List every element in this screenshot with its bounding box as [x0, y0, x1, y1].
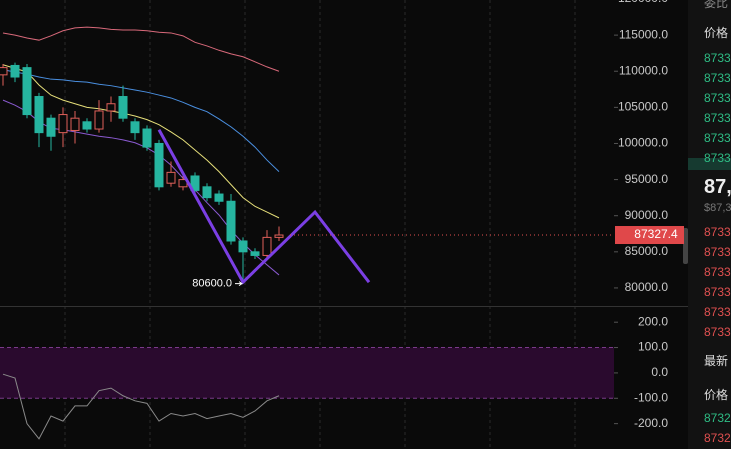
- time-grid: [64, 0, 576, 449]
- low-arrow: [235, 281, 243, 287]
- book-row: 8732: [704, 431, 731, 445]
- candle-body: [118, 96, 128, 119]
- y-tick-label: -100.0: [634, 390, 668, 404]
- y-tick-label: 0.0: [651, 365, 668, 379]
- y-tick-label: 120000.0: [618, 0, 668, 5]
- top-label: 委比: [704, 0, 729, 10]
- candle-body: [166, 171, 176, 184]
- y-tick-label: 90000.0: [625, 208, 669, 222]
- candle-body: [274, 234, 284, 238]
- candle-body: [202, 186, 212, 199]
- candle-body: [22, 67, 32, 116]
- y-tick-label: 100000.0: [618, 136, 668, 150]
- candle-body: [226, 200, 236, 242]
- scroll-handle[interactable]: [683, 228, 688, 264]
- price-usd: $87,3: [704, 202, 731, 214]
- last-price-label: 87327.4: [634, 227, 678, 241]
- trades-header: 价格: [704, 388, 729, 402]
- book-row: 8733: [704, 245, 731, 259]
- book-row: 8733: [704, 225, 731, 239]
- book-row: 8733: [704, 151, 731, 165]
- candle-body: [70, 117, 80, 131]
- candle-body: [82, 121, 92, 130]
- candle-body: [46, 117, 56, 137]
- candle-body: [142, 128, 152, 148]
- book-row: 8733: [704, 111, 731, 125]
- order-book: 委比 价格 87, $87,3 最新 价格 8733 8733 8733 8733 87…: [688, 0, 731, 449]
- candle-body: [34, 96, 44, 134]
- candle-body: [250, 251, 260, 256]
- candle-body: [130, 121, 140, 134]
- book-row: 8733: [704, 71, 731, 85]
- y-tick-label: 110000.0: [619, 63, 668, 77]
- y-tick-label: 80000.0: [625, 280, 669, 294]
- candle-body: [10, 64, 20, 78]
- row-bg: [688, 158, 731, 170]
- candle-body: [94, 110, 104, 130]
- book-row: 8733: [704, 131, 731, 145]
- book-row: 8733: [704, 305, 731, 319]
- overlay-line: [2, 69, 280, 173]
- y-tick-label: 95000.0: [625, 172, 669, 186]
- candle-body: [0, 67, 8, 76]
- book-row: 8732: [704, 411, 731, 425]
- candle-body: [262, 236, 272, 256]
- price: 87,: [704, 176, 731, 198]
- candle-body: [154, 142, 164, 188]
- header: 价格: [704, 26, 729, 40]
- book-row: 8733: [704, 51, 731, 65]
- last-price-box: [615, 226, 684, 245]
- low-label: 80600.0: [192, 278, 232, 290]
- y-tick-label: -200.0: [634, 416, 668, 430]
- book-row: 8733: [704, 285, 731, 299]
- y-tick-label: 100.0: [638, 340, 668, 354]
- candle-body: [238, 240, 248, 253]
- y-tick-label: 115000.0: [619, 27, 668, 41]
- y-tick-label: 105000.0: [618, 100, 668, 114]
- candle-body: [106, 103, 116, 112]
- overlay-line: [2, 64, 280, 219]
- overlay-line: [2, 99, 280, 276]
- indicator-line: [2, 373, 280, 440]
- trades-title: 最新: [704, 354, 729, 368]
- band-fill: [0, 347, 614, 399]
- book-row: 8733: [704, 325, 731, 339]
- y-tick-label: 85000.0: [625, 244, 669, 258]
- y-tick-label: 200.0: [638, 314, 668, 328]
- zigzag-drawing: [157, 129, 371, 285]
- book-row: 8733: [704, 91, 731, 105]
- candle-body: [58, 114, 68, 134]
- candle-body: [190, 175, 200, 191]
- chart: 80000.0 85000.0 90000.0 95000.0 100000.0 1050…: [0, 0, 688, 449]
- candle-body: [214, 193, 224, 202]
- book-row: 8733: [704, 265, 731, 279]
- overlay-line: [2, 26, 280, 72]
